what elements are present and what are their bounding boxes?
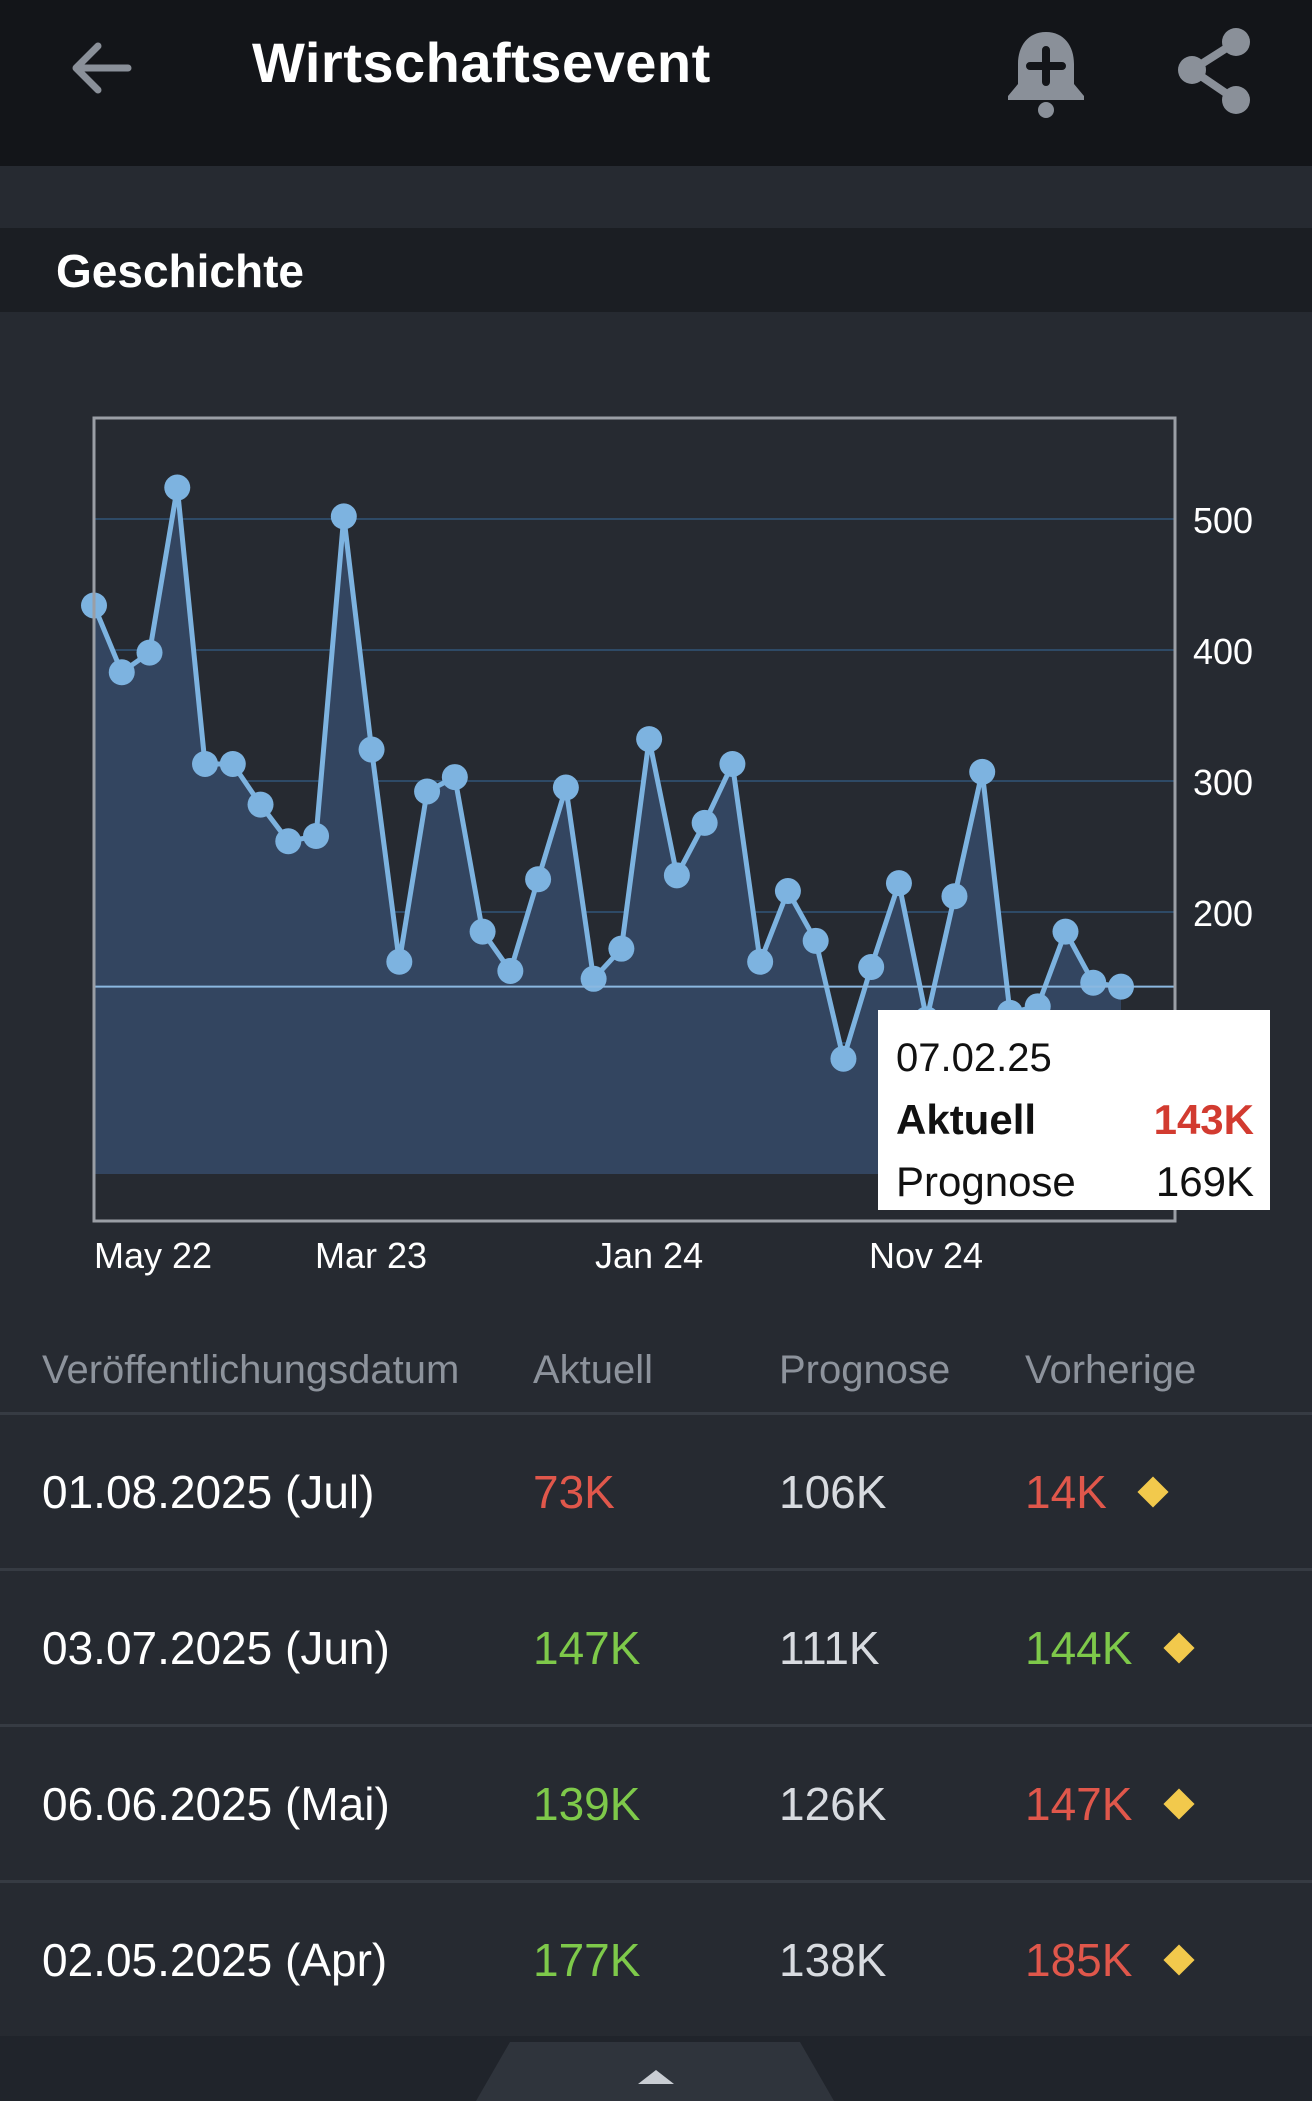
data-point[interactable] [275, 828, 302, 855]
tooltip-forecast-value: 169K [1155, 1158, 1254, 1205]
tooltip-actual-value: 143K [1153, 1096, 1254, 1143]
data-point[interactable] [719, 750, 746, 777]
share-icon [1178, 28, 1250, 114]
section-header: Geschichte [0, 228, 1312, 312]
data-point[interactable] [497, 957, 524, 984]
header-previous: Vorherige [1025, 1348, 1197, 1392]
data-point[interactable] [636, 726, 663, 753]
previous-value: 185K [1025, 1934, 1133, 1986]
y-tick-label: 200 [1193, 893, 1253, 934]
data-point[interactable] [969, 758, 996, 785]
data-point[interactable] [774, 878, 801, 905]
arrow-left-icon [72, 42, 132, 94]
add-alert-button[interactable] [1002, 26, 1090, 120]
forecast-value: 106K [779, 1466, 887, 1518]
chart-area-fill [94, 487, 1121, 1175]
data-point[interactable] [663, 862, 690, 889]
top-app-bar: Wirtschaftsevent [0, 0, 1312, 166]
x-tick-label: Jan 24 [595, 1235, 703, 1276]
diamond-icon [1163, 1632, 1195, 1664]
diamond-icon [1137, 1476, 1169, 1508]
data-point[interactable] [525, 866, 552, 893]
data-point[interactable] [414, 778, 441, 805]
table-row[interactable]: 02.05.2025 (Apr) 177K 138K 185K [0, 1880, 1312, 2036]
tooltip-actual-label: Aktuell [896, 1096, 1037, 1143]
x-tick-label: May 22 [94, 1235, 212, 1276]
diamond-icon [1163, 1944, 1195, 1976]
data-point[interactable] [691, 809, 718, 836]
data-point[interactable] [247, 791, 274, 818]
data-point[interactable] [386, 948, 413, 975]
data-point[interactable] [1052, 918, 1079, 945]
header-release-date: Veröffentlichungsdatum [42, 1348, 460, 1392]
drawer-handle[interactable] [0, 2042, 1312, 2101]
x-tick-label: Nov 24 [869, 1235, 983, 1276]
actual-value: 73K [533, 1466, 615, 1518]
header-forecast: Prognose [779, 1348, 951, 1392]
data-point[interactable] [469, 918, 496, 945]
y-tick-label: 400 [1193, 631, 1253, 672]
data-point[interactable] [303, 823, 330, 850]
data-point[interactable] [219, 750, 246, 777]
diamond-icon [1163, 1788, 1195, 1820]
actual-value: 177K [533, 1934, 641, 1986]
data-point[interactable] [885, 870, 912, 897]
forecast-value: 138K [779, 1934, 887, 1986]
bottom-strip [0, 2042, 1312, 2101]
data-point[interactable] [858, 954, 885, 981]
chevron-up-icon [638, 2070, 674, 2084]
release-date: 01.08.2025 (Jul) [42, 1466, 375, 1518]
history-chart[interactable]: 500 400 300 200 May 22 Mar 23 Jan 24 Nov 24 07… [0, 312, 1312, 1312]
data-point[interactable] [830, 1045, 857, 1072]
previous-value: 144K [1025, 1622, 1133, 1674]
data-point[interactable] [136, 639, 163, 666]
data-point[interactable] [192, 750, 219, 777]
data-point[interactable] [1080, 969, 1107, 996]
header-actual: Aktuell [533, 1348, 654, 1392]
spacer-band [0, 166, 1312, 228]
plot-frame [92, 416, 1177, 1223]
table-row[interactable]: 01.08.2025 (Jul) 73K 106K 14K [0, 1412, 1312, 1568]
table-row[interactable]: 06.06.2025 (Mai) 139K 126K 147K [0, 1724, 1312, 1880]
data-point[interactable] [802, 927, 829, 954]
tooltip-date: 07.02.25 [896, 1036, 1052, 1080]
actual-value: 139K [533, 1778, 641, 1830]
tooltip-forecast-label: Prognose [896, 1158, 1076, 1205]
data-point[interactable] [608, 935, 635, 962]
data-point[interactable] [358, 736, 385, 763]
table-header: Veröffentlichungsdatum Aktuell Prognose … [0, 1312, 1312, 1412]
actual-value: 147K [533, 1622, 641, 1674]
data-point[interactable] [330, 503, 357, 530]
chart-svg: 500 400 300 200 May 22 Mar 23 Jan 24 Nov 24 [81, 416, 1253, 1276]
y-tick-label: 300 [1193, 762, 1253, 803]
forecast-value: 111K [779, 1622, 880, 1674]
data-point[interactable] [108, 659, 135, 686]
release-date: 02.05.2025 (Apr) [42, 1934, 388, 1986]
section-title: Geschichte [56, 245, 304, 297]
data-point[interactable] [441, 764, 468, 791]
forecast-value: 126K [779, 1778, 887, 1830]
data-point[interactable] [164, 474, 191, 501]
table-row[interactable]: 03.07.2025 (Jun) 147K 111K 144K [0, 1568, 1312, 1724]
back-button[interactable] [62, 28, 142, 108]
page-title: Wirtschaftsevent [252, 31, 711, 94]
y-tick-label: 500 [1193, 500, 1253, 541]
data-point[interactable] [941, 883, 968, 910]
release-date: 03.07.2025 (Jun) [42, 1622, 390, 1674]
previous-value: 147K [1025, 1778, 1133, 1830]
x-tick-label: Mar 23 [315, 1235, 427, 1276]
bell-plus-icon [1008, 32, 1084, 118]
data-point[interactable] [552, 774, 579, 801]
previous-value: 14K [1025, 1466, 1107, 1518]
chart-tooltip: 07.02.25 Aktuell 143K Prognose 169K [878, 1010, 1270, 1210]
data-point[interactable] [580, 965, 607, 992]
release-date: 06.06.2025 (Mai) [42, 1778, 390, 1830]
share-button[interactable] [1172, 24, 1256, 118]
data-point[interactable] [747, 948, 774, 975]
